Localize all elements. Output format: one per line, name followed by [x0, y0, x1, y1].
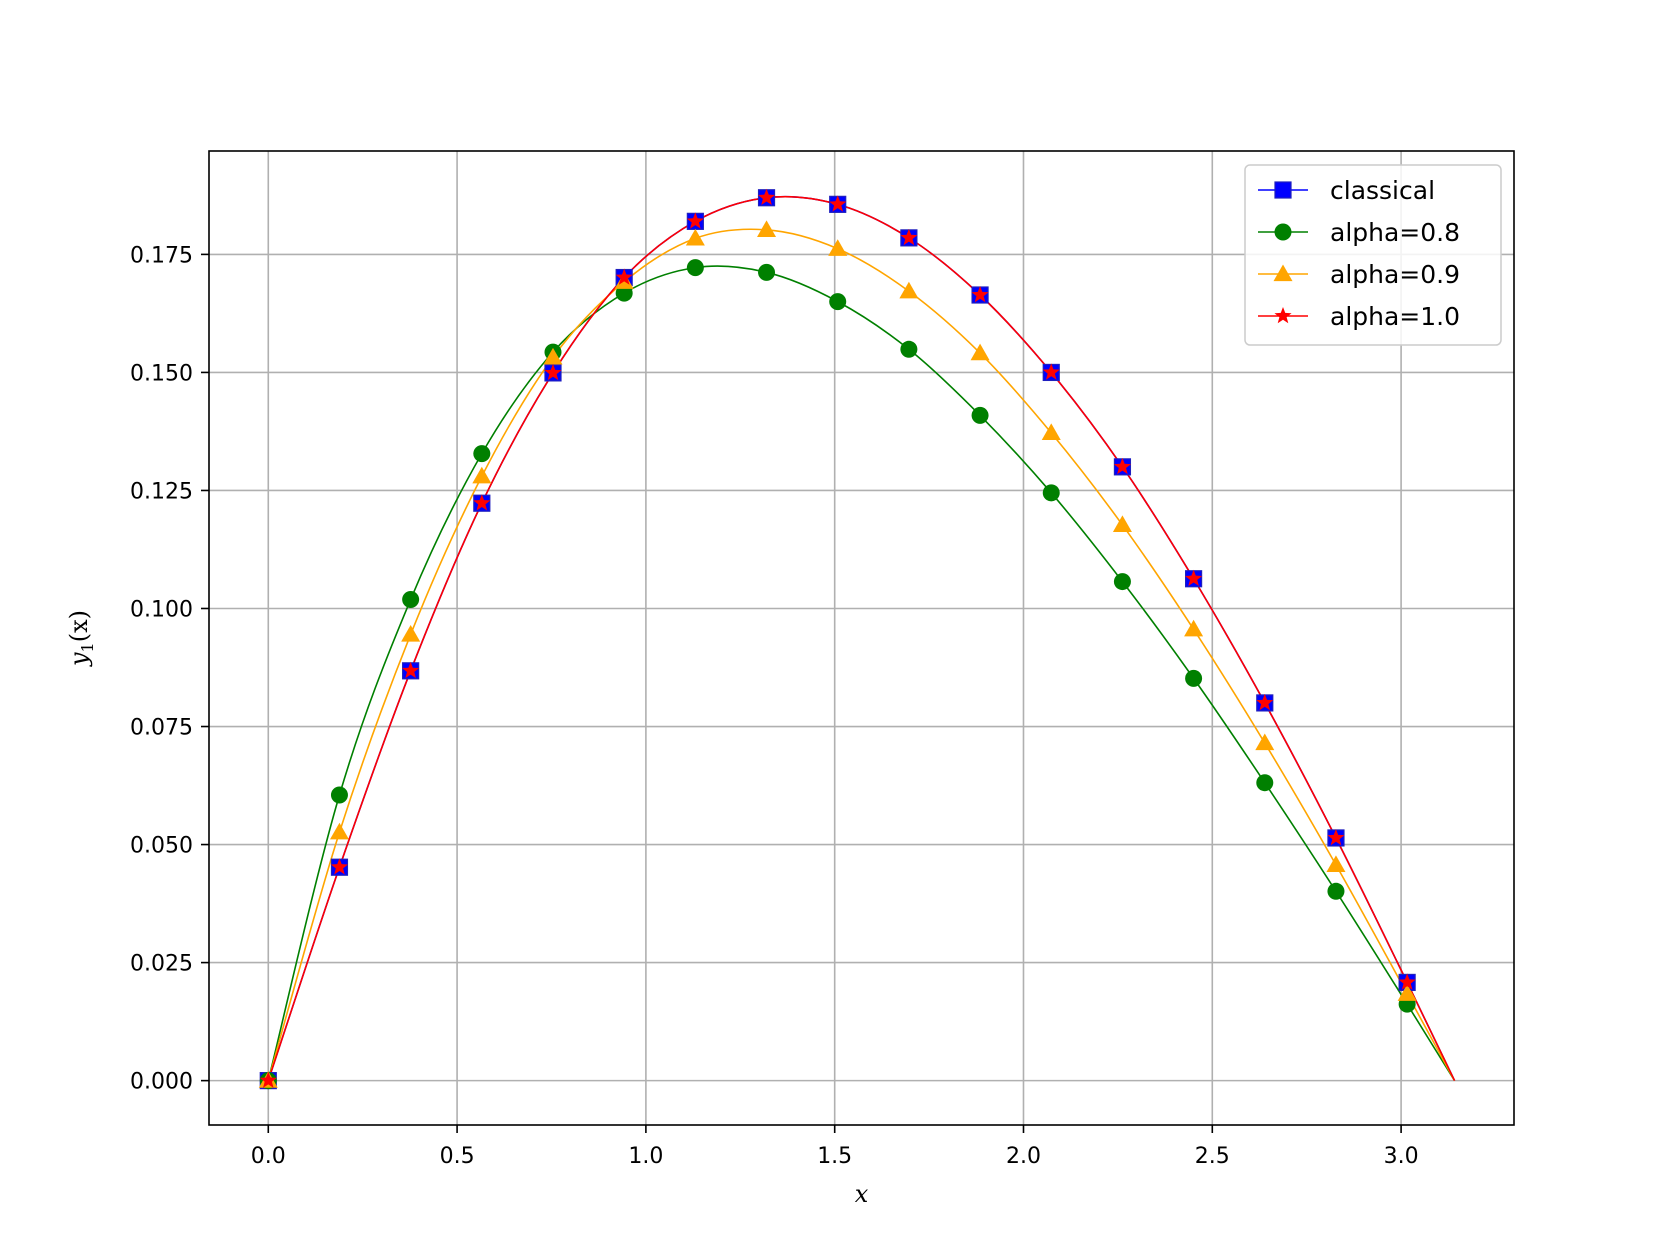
- y-axis: 0.000 0.025 0.050 0.075 0.100 0.125 0.150 0.175: [130, 243, 209, 1095]
- y-tick-label: 0.000: [130, 1070, 193, 1095]
- data-point: [686, 212, 704, 229]
- legend-marker: [1274, 223, 1292, 241]
- series-lines: [267, 195, 1456, 1082]
- data-point: [615, 268, 633, 285]
- legend-entry-classical: classical: [1258, 176, 1435, 205]
- y-tick-label: 0.075: [130, 716, 193, 741]
- data-point: [1184, 619, 1204, 637]
- legend-marker: [1274, 181, 1292, 199]
- data-point: [1112, 515, 1132, 533]
- data-point: [329, 822, 349, 840]
- data-point: [971, 406, 989, 424]
- legend-marker: [1273, 264, 1293, 282]
- plot-frame: [208, 150, 1515, 1126]
- legend-label: alpha=0.9: [1330, 260, 1460, 289]
- data-point: [402, 591, 420, 609]
- y-tick-label: 0.050: [130, 834, 193, 859]
- x-tick-label: 2.0: [1006, 1144, 1041, 1169]
- x-tick-label: 1.5: [817, 1144, 852, 1169]
- data-point: [757, 220, 777, 237]
- series-line-alpha-0-9: [267, 228, 1456, 1082]
- data-point: [900, 340, 918, 358]
- data-point: [473, 445, 491, 463]
- data-point: [330, 786, 348, 804]
- legend-entry-alpha-0-8: alpha=0.8: [1258, 218, 1460, 247]
- data-point: [686, 259, 704, 277]
- legend-entry-alpha-0-9: alpha=0.9: [1258, 260, 1460, 289]
- data-point: [1326, 855, 1346, 872]
- data-point: [472, 466, 492, 484]
- y-axis-label-sub: 1: [78, 642, 97, 652]
- data-point: [1327, 882, 1345, 900]
- legend-label: alpha=0.8: [1330, 218, 1460, 247]
- data-point: [971, 286, 989, 303]
- x-tick-label: 1.0: [628, 1144, 663, 1169]
- data-point: [899, 281, 919, 299]
- data-point: [543, 347, 563, 365]
- series-markers-alpha-1-0: [259, 188, 1416, 1088]
- x-tick-label: 0.0: [251, 1144, 286, 1169]
- x-tick-label: 2.5: [1195, 1144, 1230, 1169]
- y-axis-label-main: y: [65, 652, 93, 667]
- data-point: [1398, 973, 1416, 990]
- x-tick-label: 0.5: [440, 1144, 475, 1169]
- series-markers: [258, 188, 1417, 1090]
- data-point: [330, 858, 349, 875]
- data-point: [829, 195, 847, 212]
- data-point: [900, 228, 918, 246]
- data-point: [1185, 669, 1203, 687]
- data-point: [1113, 573, 1131, 591]
- legend-marker: [1274, 307, 1292, 324]
- data-point: [970, 343, 990, 361]
- data-point: [1256, 693, 1274, 711]
- series-markers-alpha-0-9: [258, 220, 1417, 1088]
- data-point: [1041, 423, 1061, 440]
- data-point: [1042, 484, 1060, 502]
- y-tick-label: 0.125: [130, 479, 193, 504]
- data-point: [1255, 733, 1275, 751]
- data-point: [1113, 457, 1131, 475]
- legend-label: alpha=1.0: [1330, 302, 1460, 331]
- legend-label: classical: [1330, 176, 1435, 205]
- x-axis: 0.0 0.5 1.0 1.5 2.0 2.5 3.0: [251, 1125, 1419, 1169]
- data-point: [402, 661, 420, 679]
- data-point: [757, 188, 776, 206]
- data-point: [1256, 774, 1274, 792]
- series-line-alpha-1-0: [267, 195, 1456, 1081]
- y-tick-label: 0.150: [130, 361, 193, 386]
- x-tick-label: 3.0: [1384, 1144, 1419, 1169]
- data-point: [1327, 828, 1345, 846]
- data-point: [401, 624, 421, 642]
- legend-box: [1244, 164, 1502, 346]
- data-point: [259, 1071, 277, 1088]
- data-point: [685, 228, 705, 246]
- data-point: [1397, 984, 1417, 1001]
- y-axis-label: y1(x): [65, 610, 97, 667]
- y-tick-label: 0.100: [130, 597, 193, 622]
- legend: classical alpha=0.8 alpha=0.9 alpha=1.0: [1244, 164, 1502, 346]
- data-point: [473, 494, 491, 511]
- data-point: [758, 263, 776, 281]
- data-point: [1042, 363, 1060, 380]
- data-point: [1185, 569, 1203, 587]
- data-point: [544, 363, 562, 381]
- y-tick-label: 0.025: [130, 952, 193, 977]
- x-axis-label: x: [855, 1180, 869, 1208]
- y-axis-label-arg: (x): [65, 610, 93, 642]
- data-point: [828, 239, 848, 256]
- data-point: [829, 293, 847, 311]
- legend-entry-alpha-1-0: alpha=1.0: [1258, 302, 1460, 331]
- y-tick-label: 0.175: [130, 243, 193, 268]
- grid: [209, 151, 1514, 1125]
